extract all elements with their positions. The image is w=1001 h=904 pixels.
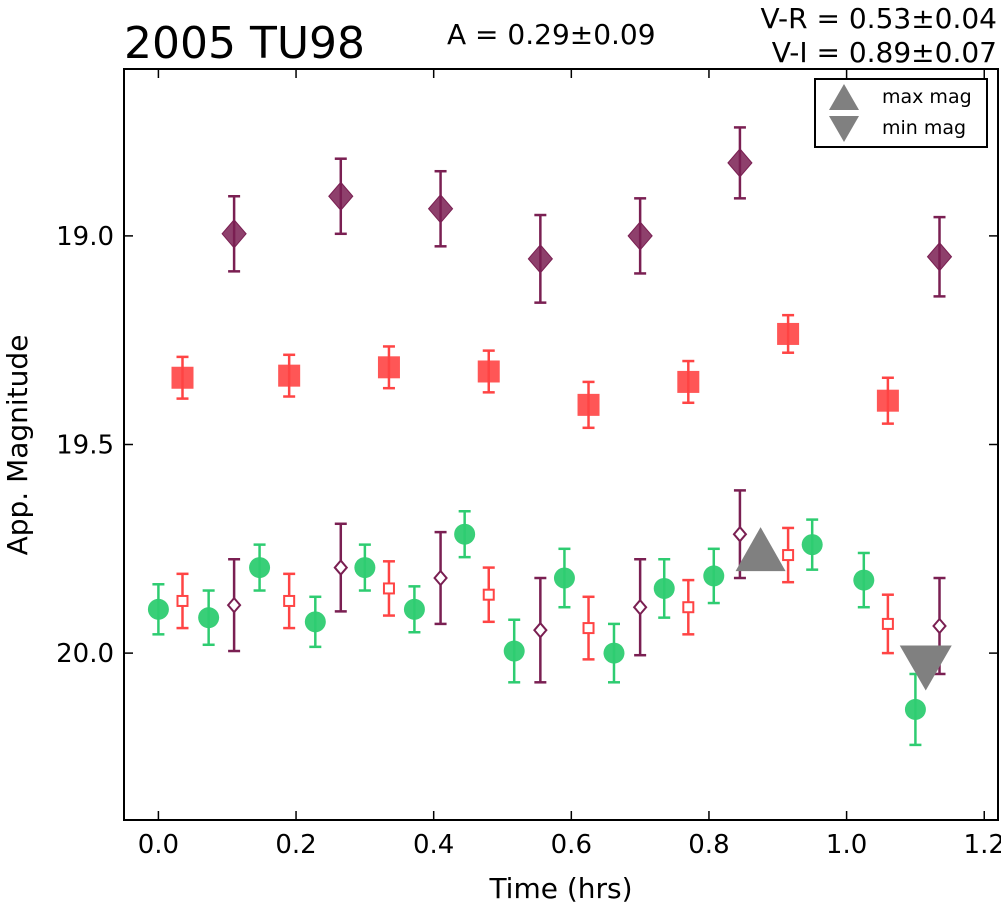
- max-mag-marker: [735, 527, 786, 572]
- data-point-open-square: [881, 617, 894, 630]
- data-point-open-square: [582, 622, 595, 635]
- amplitude-annotation: A = 0.29±0.09: [447, 18, 656, 51]
- legend-max-mag-label: max mag: [882, 86, 972, 108]
- data-point-diamond: [427, 194, 454, 224]
- y-tick-label: 19.0: [56, 222, 114, 252]
- data-point-diamond: [527, 244, 554, 274]
- x-tick-label: 0.0: [138, 830, 179, 860]
- data-point-open-diamond: [632, 598, 648, 616]
- data-point-open-square: [382, 582, 395, 595]
- data-point-open-diamond: [932, 617, 947, 635]
- data-point-square: [677, 370, 700, 393]
- data-point-circle: [801, 534, 823, 556]
- data-point-circle: [553, 567, 575, 589]
- x-tick-label: 1.2: [964, 830, 1001, 860]
- x-tick-label: 0.6: [551, 830, 592, 860]
- legend: max mag min mag: [814, 78, 988, 148]
- data-point-square: [377, 356, 400, 379]
- x-axis-label: Time (hrs): [488, 872, 632, 904]
- v-r-annotation: V-R = 0.53±0.04: [761, 2, 997, 35]
- data-point-diamond: [328, 181, 354, 212]
- data-point-circle: [703, 565, 725, 587]
- data-point-open-diamond: [732, 525, 748, 543]
- data-point-circle: [454, 523, 476, 545]
- data-point-circle: [403, 598, 425, 620]
- data-point-square: [171, 366, 194, 389]
- legend-min-mag-marker: [829, 116, 859, 142]
- x-tick-label: 0.4: [413, 830, 454, 860]
- data-point-square: [477, 360, 500, 383]
- data-point-diamond: [926, 241, 953, 272]
- data-point-open-square: [782, 549, 795, 562]
- data-point-circle: [603, 642, 625, 664]
- data-point-open-square: [482, 588, 495, 601]
- legend-min-mag-label: min mag: [882, 117, 966, 139]
- y-tick-label: 19.5: [56, 431, 114, 461]
- data-point-square: [577, 393, 600, 416]
- chart-title: 2005 TU98: [124, 18, 365, 69]
- data-point-open-diamond: [533, 621, 548, 639]
- plot-frame: [123, 68, 999, 821]
- y-axis-label: App. Magnitude: [1, 335, 34, 556]
- data-point-diamond: [221, 219, 247, 249]
- data-point-open-square: [283, 594, 296, 607]
- v-i-annotation: V-I = 0.89±0.07: [772, 36, 997, 69]
- data-point-square: [278, 364, 301, 387]
- data-point-square: [876, 389, 899, 412]
- plot-area: 0.0 0.2 0.4 0.6 0.8 1.0 1.2 19.0 19.5 20.0: [56, 68, 1001, 860]
- data-point-circle: [249, 557, 271, 579]
- data-point-open-diamond: [433, 569, 448, 587]
- data-point-open-diamond: [333, 559, 349, 577]
- data-point-circle: [354, 557, 376, 579]
- data-point-diamond: [627, 221, 653, 251]
- legend-max-mag-marker: [829, 84, 859, 110]
- data-point-circle: [147, 598, 169, 620]
- data-point-diamond: [727, 148, 753, 178]
- data-point-open-square: [682, 601, 695, 614]
- data-point-circle: [304, 611, 326, 633]
- data-point-circle: [853, 569, 875, 591]
- y-tick-label: 20.0: [56, 639, 114, 669]
- x-tick-label: 1.0: [826, 830, 867, 860]
- data-point-circle: [653, 577, 675, 599]
- data-point-square: [777, 322, 800, 345]
- min-mag-marker: [899, 645, 952, 691]
- data-point-circle: [198, 607, 220, 629]
- data-point-open-diamond: [226, 596, 242, 614]
- data-point-circle: [503, 640, 525, 662]
- data-point-circle: [904, 698, 926, 720]
- x-tick-label: 0.8: [688, 830, 729, 860]
- x-tick-label: 0.2: [275, 830, 316, 860]
- data-point-open-square: [176, 594, 189, 607]
